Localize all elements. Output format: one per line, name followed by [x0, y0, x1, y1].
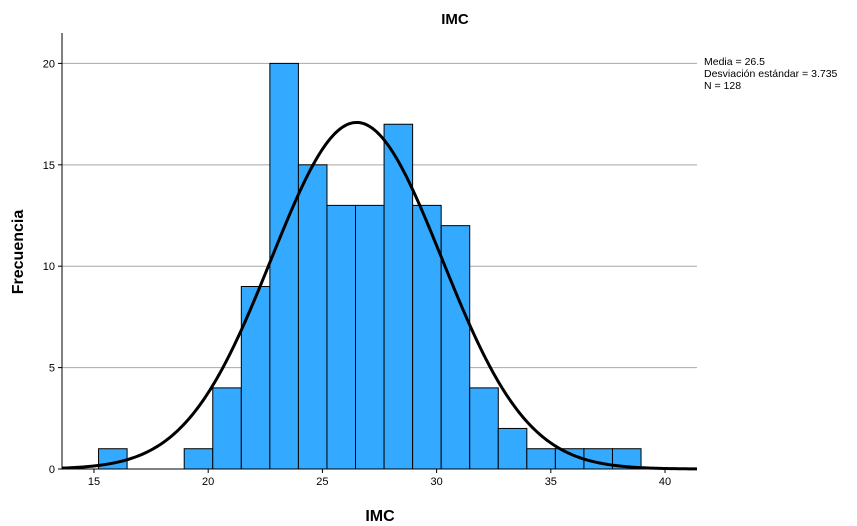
stats-mean: Media = 26.5 — [704, 56, 765, 68]
x-tick-label: 20 — [202, 476, 214, 488]
histogram-bar — [241, 286, 270, 469]
histogram-bar — [498, 428, 527, 469]
histogram-bar — [327, 205, 356, 469]
stats-legend: Media = 26.5 Desviación estándar = 3.735… — [704, 56, 838, 92]
stats-std-dev: Desviación estándar = 3.735 — [704, 68, 838, 80]
histogram-bar — [298, 165, 327, 469]
y-tick-label: 10 — [43, 261, 55, 273]
histogram-bar — [470, 388, 499, 469]
y-tick-label: 0 — [49, 464, 55, 476]
histogram-bar — [384, 124, 413, 469]
y-tick-label: 20 — [43, 58, 55, 70]
x-axis-title: IMC — [365, 508, 395, 525]
x-tick-label: 25 — [316, 476, 328, 488]
y-tick-label: 15 — [43, 160, 55, 172]
histogram-bar — [270, 63, 299, 469]
x-tick-label: 35 — [545, 476, 557, 488]
x-tick-label: 40 — [659, 476, 671, 488]
stats-n: N = 128 — [704, 80, 741, 92]
x-tick-label: 30 — [430, 476, 442, 488]
x-tick-label: 15 — [88, 476, 100, 488]
y-axis-title: Frecuencia — [10, 210, 27, 295]
x-tick-labels: 15 20 25 30 35 40 — [88, 469, 671, 488]
histogram-bar — [441, 226, 470, 469]
histogram-bar — [356, 205, 385, 469]
y-tick-labels: 0 5 10 15 20 — [43, 58, 62, 476]
y-tick-label: 5 — [49, 363, 55, 375]
histogram-bar — [527, 449, 556, 469]
histogram-bar — [184, 449, 213, 469]
histogram-bar — [213, 388, 242, 469]
chart-title: IMC — [441, 11, 469, 28]
